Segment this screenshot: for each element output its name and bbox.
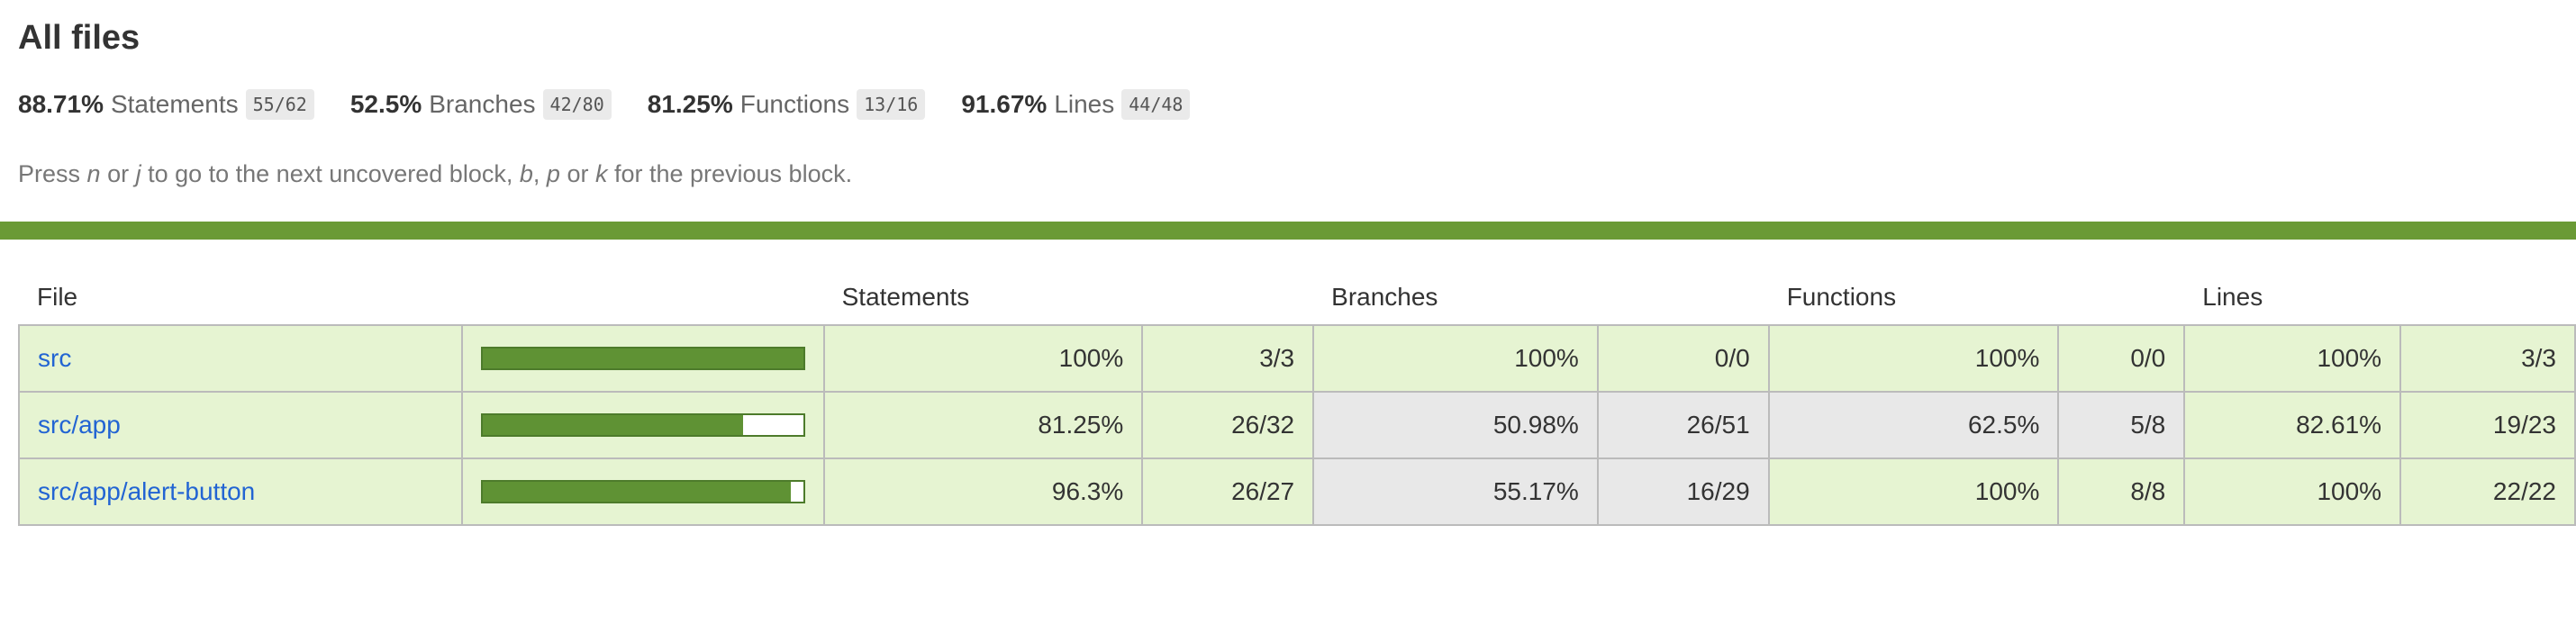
functions-pct: 62.5%: [1767, 391, 2060, 459]
summary-branches: 52.5% Branches 42/80: [350, 89, 612, 120]
coverage-bar-fill: [482, 482, 792, 502]
hint-key: j: [135, 160, 141, 187]
statements-pct: 100%: [822, 324, 1144, 393]
header-lines-frac: [2400, 270, 2575, 325]
statements-pct: 81.25%: [822, 391, 1144, 459]
header-bar: [462, 270, 824, 325]
header-file[interactable]: File: [37, 283, 78, 311]
summary-statements: 88.71% Statements 55/62: [18, 89, 314, 120]
statements-pct: 96.3%: [822, 457, 1144, 526]
summary-fraction: 44/48: [1121, 89, 1191, 120]
lines-pct: 82.61%: [2183, 391, 2402, 459]
coverage-bar: [480, 480, 805, 503]
functions-fraction: 0/0: [2057, 324, 2186, 393]
hint-text: or: [559, 160, 595, 187]
summary-label: Functions: [739, 90, 850, 118]
statements-fraction: 26/27: [1141, 457, 1315, 526]
header-functions[interactable]: Functions: [1786, 283, 1897, 311]
file-cell: src/app: [18, 391, 463, 459]
summary-label: Lines: [1054, 90, 1115, 118]
hint-text: or: [100, 160, 136, 187]
summary-label: Statements: [110, 90, 239, 118]
table-row: src/app/alert-button 96.3% 26/27 55.17% 16/2…: [18, 457, 2576, 526]
file-cell: src/app/alert-button: [18, 457, 463, 526]
summary-label: Branches: [429, 90, 536, 118]
file-link[interactable]: src/app/alert-button: [38, 477, 256, 505]
coverage-table: File Statements Branches Functions Lines…: [18, 270, 2576, 526]
summary-fraction: 42/80: [542, 89, 612, 120]
page-title: All files: [18, 19, 141, 57]
branches-fraction: 16/29: [1596, 457, 1770, 526]
coverage-bar: [480, 413, 805, 437]
coverage-bar-cell: [460, 457, 825, 526]
statements-fraction: 26/32: [1141, 391, 1315, 459]
summary-pct: 91.67%: [961, 90, 1048, 118]
branches-pct: 50.98%: [1312, 391, 1599, 459]
functions-pct: 100%: [1767, 457, 2060, 526]
keyboard-hint: Press n or j to go to the next uncovered…: [18, 160, 2558, 188]
hint-text: ,: [532, 160, 547, 187]
summary-fraction: 55/62: [245, 89, 314, 120]
hint-key: p: [546, 160, 560, 187]
functions-fraction: 5/8: [2057, 391, 2186, 459]
summary-fraction: 13/16: [857, 89, 926, 120]
branches-pct: 55.17%: [1312, 457, 1599, 526]
hint-text: for the previous block.: [607, 160, 853, 187]
coverage-bar-cell: [460, 391, 825, 459]
header-statements-frac: [1142, 270, 1313, 325]
hint-key: n: [86, 160, 101, 187]
table-header-row: File Statements Branches Functions Lines: [19, 270, 2575, 325]
table-row: src 100% 3/3 100% 0/0 100% 0/0 100% 3/3: [18, 324, 2576, 393]
branches-fraction: 0/0: [1596, 324, 1770, 393]
hint-text: Press: [18, 160, 87, 187]
summary-pct: 81.25%: [647, 90, 733, 118]
coverage-status-line: [0, 222, 2576, 240]
coverage-bar: [480, 347, 805, 370]
file-link[interactable]: src/app: [38, 411, 121, 439]
page-header: All files 88.71% Statements 55/62 52.5% …: [0, 0, 2576, 188]
header-statements[interactable]: Statements: [841, 283, 970, 311]
lines-fraction: 19/23: [2399, 391, 2576, 459]
file-link[interactable]: src: [38, 344, 72, 372]
functions-pct: 100%: [1767, 324, 2060, 393]
coverage-bar-cell: [460, 324, 825, 393]
statements-fraction: 3/3: [1141, 324, 1315, 393]
coverage-bar-fill: [482, 349, 803, 368]
lines-fraction: 22/22: [2399, 457, 2576, 526]
lines-fraction: 3/3: [2399, 324, 2576, 393]
functions-fraction: 8/8: [2057, 457, 2186, 526]
hint-text: to go to the next uncovered block,: [141, 160, 520, 187]
hint-key: b: [519, 160, 533, 187]
lines-pct: 100%: [2183, 324, 2402, 393]
summary-pct: 88.71%: [18, 90, 104, 118]
summary-functions: 81.25% Functions 13/16: [648, 89, 926, 120]
header-branches[interactable]: Branches: [1331, 283, 1438, 311]
header-functions-frac: [2058, 270, 2184, 325]
coverage-bar-fill: [482, 415, 743, 435]
header-lines[interactable]: Lines: [2202, 283, 2263, 311]
branches-pct: 100%: [1312, 324, 1599, 393]
lines-pct: 100%: [2183, 457, 2402, 526]
hint-key: k: [594, 160, 608, 187]
summary-pct: 52.5%: [349, 90, 422, 118]
summary-lines: 91.67% Lines 44/48: [961, 89, 1191, 120]
file-cell: src: [18, 324, 463, 393]
branches-fraction: 26/51: [1596, 391, 1770, 459]
coverage-summary: 88.71% Statements 55/62 52.5% Branches 4…: [18, 88, 2558, 121]
table-row: src/app 81.25% 26/32 50.98% 26/51 62.5% 5/8 82.…: [18, 391, 2576, 459]
header-branches-frac: [1598, 270, 1769, 325]
